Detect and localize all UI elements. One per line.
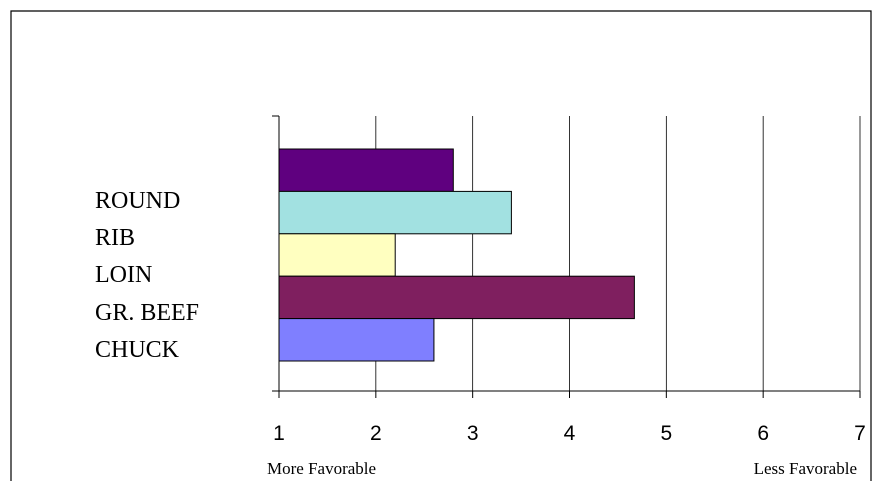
x-tick-label-1: 1 — [273, 422, 285, 445]
x-tick-label-7: 7 — [854, 422, 866, 445]
category-label-chuck: CHUCK — [95, 337, 180, 363]
x-label-more-favorable: More Favorable — [267, 459, 376, 478]
bar-1 — [278, 148, 454, 192]
bar-5 — [278, 318, 435, 362]
x-tick-label-4: 4 — [564, 422, 576, 445]
bar-4 — [278, 275, 635, 320]
category-labels: ROUND RIB LOIN GR. BEEF CHUCK — [95, 188, 199, 363]
bar-3 — [278, 233, 396, 277]
chart-frame — [10, 10, 872, 481]
bar-2 — [278, 190, 512, 235]
category-label-loin: LOIN — [95, 262, 152, 288]
x-tick-labels: 1 2 3 4 5 6 7 — [273, 391, 866, 445]
x-label-less-favorable: Less Favorable — [754, 459, 857, 478]
bars — [278, 148, 635, 362]
x-tick-label-3: 3 — [467, 422, 479, 445]
x-tick-label-2: 2 — [370, 422, 382, 445]
category-label-rib: RIB — [95, 225, 135, 251]
category-label-gr-beef: GR. BEEF — [95, 300, 199, 326]
x-tick-label-5: 5 — [660, 422, 672, 445]
category-label-round: ROUND — [95, 188, 180, 214]
x-tick-label-6: 6 — [757, 422, 769, 445]
